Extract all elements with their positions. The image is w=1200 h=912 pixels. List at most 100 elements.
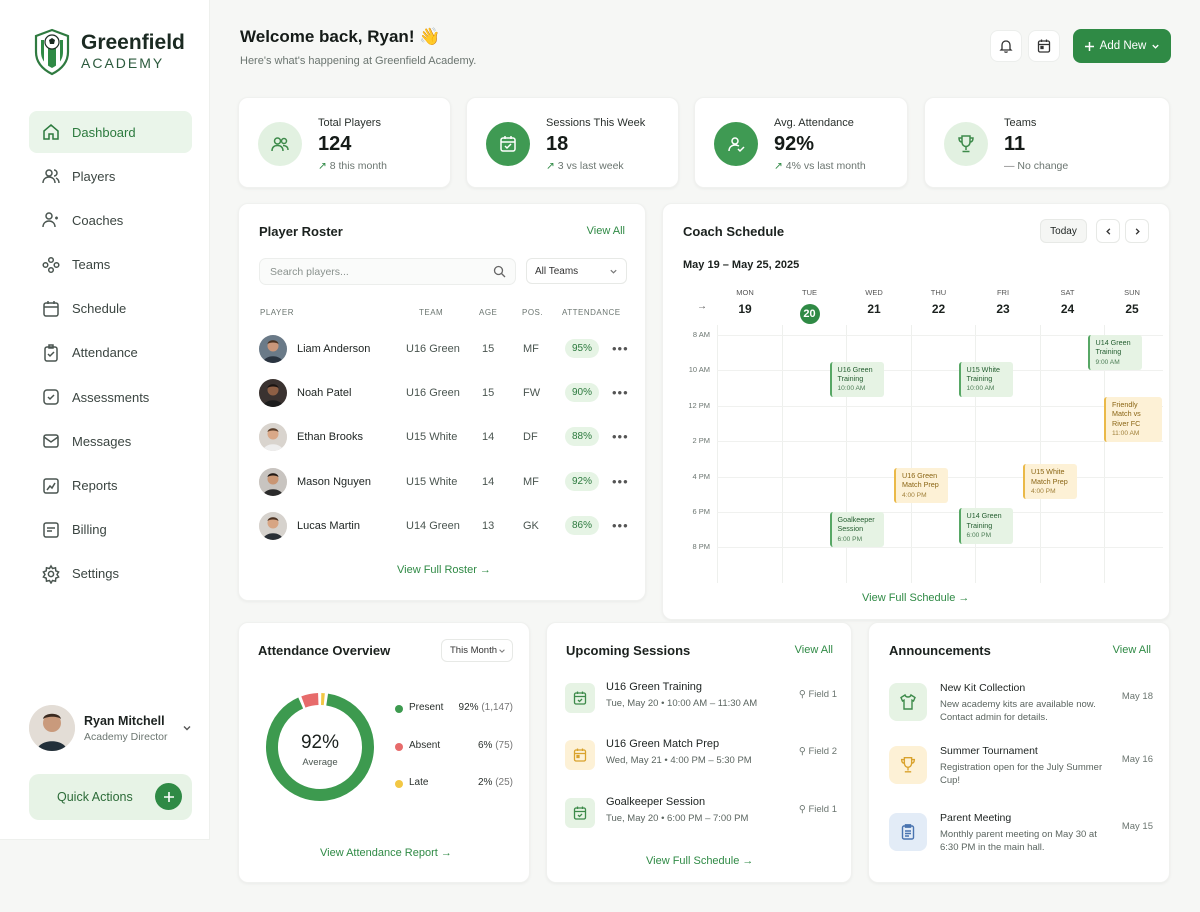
stat-card-total-players[interactable]: Total Players 124 ↗ 8 this month (238, 97, 451, 188)
calendar-event[interactable]: U15 White Match Prep 4:00 PM (1023, 464, 1077, 500)
quick-actions-button[interactable]: Quick Actions (29, 774, 192, 820)
player-position: GK (523, 520, 539, 532)
calendar-event[interactable]: U14 Green Training 6:00 PM (958, 508, 1013, 544)
col-header-age: AGE (479, 308, 498, 317)
view-attendance-report-link[interactable]: View Attendance Report → (320, 847, 452, 859)
day-header-sun[interactable]: SUN 25 (1124, 288, 1140, 316)
prev-week-button[interactable] (1096, 219, 1120, 243)
grid-line (717, 547, 1163, 549)
calendar-event[interactable]: Friendly Match vs River FC 11:00 AM (1104, 396, 1162, 442)
next-week-button[interactable] (1125, 219, 1149, 243)
session-item[interactable]: U16 Green Match Prep Wed, May 21 • 4:00 … (565, 738, 837, 778)
table-row[interactable]: Liam Anderson U16 Green 15 MF 95% ••• (259, 334, 629, 364)
announcement-item[interactable]: Parent Meeting Monthly parent meeting on… (889, 812, 1153, 862)
sidebar-item-reports[interactable]: Reports (29, 465, 192, 507)
player-age: 14 (482, 476, 495, 488)
calendar-event[interactable]: U14 Green Training 9:00 AM (1087, 335, 1142, 371)
message-icon (43, 434, 59, 449)
stat-value: 124 (318, 133, 352, 155)
view-full-schedule-link[interactable]: View Full Schedule → (646, 855, 754, 867)
announcements-view-all-link[interactable]: View All (1112, 644, 1151, 656)
session-title: U16 Green Match Prep (606, 738, 720, 750)
table-row[interactable]: Lucas Martin U14 Green 13 GK 86% ••• (259, 511, 629, 541)
calendar-event[interactable]: U16 Green Training 10:00 AM (829, 361, 884, 397)
donut-center-value: 92% (300, 732, 340, 753)
home-icon (43, 124, 59, 140)
session-item[interactable]: Goalkeeper Session Tue, May 20 • 6:00 PM… (565, 796, 837, 836)
team-filter-select[interactable]: All Teams (526, 258, 627, 284)
grid-line (910, 325, 912, 583)
add-new-button[interactable]: Add New (1073, 29, 1171, 63)
day-header-fri[interactable]: FRI 23 (996, 288, 1010, 316)
sidebar-item-players[interactable]: Players (29, 155, 192, 197)
sidebar-item-messages[interactable]: Messages (29, 420, 192, 462)
day-header-sat[interactable]: SAT 24 (1060, 288, 1075, 316)
sidebar-item-attendance[interactable]: Attendance (29, 332, 192, 374)
timezone-arrow-icon: → (697, 301, 707, 312)
users-icon (42, 169, 60, 184)
time-label: 8 PM (692, 542, 710, 552)
day-header-mon[interactable]: MON 19 (736, 288, 754, 316)
more-options-icon[interactable]: ••• (612, 429, 629, 444)
time-label: 2 PM (692, 436, 710, 446)
arrow-up-right-icon: ↗ (318, 160, 327, 172)
sidebar-item-label: Billing (72, 522, 107, 538)
sidebar-item-dashboard[interactable]: Dashboard (29, 111, 192, 153)
announcements-title: Announcements (889, 643, 991, 658)
announcement-item[interactable]: New Kit Collection New academy kits are … (889, 682, 1153, 732)
player-name: Ethan Brooks (297, 431, 364, 443)
sidebar-item-schedule[interactable]: Schedule (29, 288, 192, 330)
day-header-tue[interactable]: TUE 20 (778, 288, 842, 324)
player-position: MF (523, 476, 539, 488)
sessions-view-all-link[interactable]: View All (794, 644, 833, 656)
calendar-event[interactable]: U15 White Training 10:00 AM (958, 361, 1013, 397)
player-age: 15 (482, 387, 495, 399)
today-button[interactable]: Today (1040, 219, 1087, 243)
search-input[interactable]: Search players... (259, 258, 516, 285)
view-full-roster-link[interactable]: View Full Roster → (397, 564, 491, 576)
player-avatar (259, 379, 287, 407)
sidebar-item-teams[interactable]: Teams (29, 244, 192, 286)
player-avatar (259, 512, 287, 540)
more-options-icon[interactable]: ••• (612, 341, 629, 356)
calendar-event[interactable]: U16 Green Match Prep 4:00 PM (894, 467, 948, 503)
calendar-button[interactable] (1028, 30, 1060, 62)
chevron-down-icon[interactable] (182, 723, 192, 733)
player-roster-card: Player Roster View All Search players...… (238, 203, 646, 601)
stat-card-teams[interactable]: Teams 11 — No change (924, 97, 1170, 188)
announcement-item[interactable]: Summer Tournament Registration open for … (889, 745, 1153, 795)
sidebar-item-assessments[interactable]: Assessments (29, 376, 192, 418)
day-header-thu[interactable]: THU 22 (930, 288, 947, 316)
table-row[interactable]: Noah Patel U16 Green 15 FW 90% ••• (259, 378, 629, 408)
more-options-icon[interactable]: ••• (612, 474, 629, 489)
sidebar-item-label: Dashboard (72, 124, 136, 140)
session-item[interactable]: U16 Green Training Tue, May 20 • 10:00 A… (565, 681, 837, 721)
sidebar-item-coaches[interactable]: Coaches (29, 199, 192, 241)
player-team: U14 Green (406, 520, 460, 532)
day-header-wed[interactable]: WED 21 (865, 288, 883, 316)
more-options-icon[interactable]: ••• (612, 518, 629, 533)
player-name: Noah Patel (297, 387, 352, 399)
attendance-badge: 86% (565, 516, 599, 535)
period-select[interactable]: This Month (441, 639, 513, 662)
sidebar-item-billing[interactable]: Billing (29, 509, 192, 551)
plus-icon (155, 783, 182, 810)
notifications-button[interactable] (990, 30, 1022, 62)
table-row[interactable]: Ethan Brooks U15 White 14 DF 88% ••• (259, 422, 629, 452)
more-options-icon[interactable]: ••• (612, 385, 629, 400)
view-full-schedule-link[interactable]: View Full Schedule → (862, 592, 970, 604)
calendar-event[interactable]: Goalkeeper Session 6:00 PM (829, 512, 884, 548)
table-row[interactable]: Mason Nguyen U15 White 14 MF 92% ••• (259, 467, 629, 497)
roster-view-all-link[interactable]: View All (586, 225, 625, 237)
user-role: Academy Director (84, 730, 168, 743)
user-profile[interactable]: Ryan Mitchell Academy Director (29, 705, 192, 751)
stat-card-sessions[interactable]: Sessions This Week 18 ↗ 3 vs last week (466, 97, 679, 188)
sidebar-item-settings[interactable]: Settings (29, 553, 192, 595)
sidebar-item-label: Reports (72, 478, 118, 493)
attendance-title: Attendance Overview (258, 643, 391, 658)
brand-logo[interactable]: Greenfield ACADEMY (33, 28, 185, 76)
announcement-title: Parent Meeting (940, 812, 1012, 824)
session-field: ⚲ Field 2 (798, 746, 837, 757)
stat-card-attendance[interactable]: Avg. Attendance 92% ↗ 4% vs last month (694, 97, 908, 188)
player-position: FW (523, 387, 541, 399)
